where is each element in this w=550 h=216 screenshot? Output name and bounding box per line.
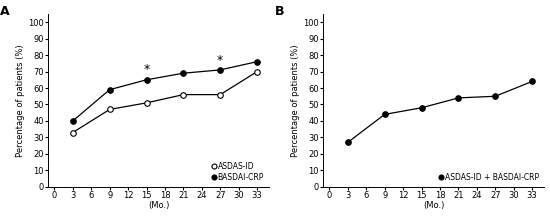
Text: B: B xyxy=(274,5,284,18)
BASDAI-CRP xyxy=(69,120,76,122)
Text: *: * xyxy=(144,64,150,76)
ASDAS-ID xyxy=(254,70,261,73)
ASDAS-ID + BASDAI-CRP xyxy=(529,80,536,83)
Y-axis label: Percentage of patients (%): Percentage of patients (%) xyxy=(16,44,25,157)
ASDAS-ID + BASDAI-CRP xyxy=(418,106,425,109)
ASDAS-ID xyxy=(106,108,113,111)
ASDAS-ID xyxy=(217,93,223,96)
BASDAI-CRP xyxy=(106,88,113,91)
ASDAS-ID xyxy=(143,102,150,104)
ASDAS-ID xyxy=(69,131,76,134)
Line: BASDAI-CRP: BASDAI-CRP xyxy=(70,59,260,124)
BASDAI-CRP xyxy=(254,60,261,63)
Legend: ASDAS-ID, BASDAI-CRP: ASDAS-ID, BASDAI-CRP xyxy=(210,160,266,183)
BASDAI-CRP xyxy=(217,69,223,71)
Line: ASDAS-ID + BASDAI-CRP: ASDAS-ID + BASDAI-CRP xyxy=(345,79,535,145)
ASDAS-ID + BASDAI-CRP xyxy=(492,95,498,98)
BASDAI-CRP xyxy=(143,78,150,81)
Line: ASDAS-ID: ASDAS-ID xyxy=(70,69,260,135)
Text: *: * xyxy=(217,54,223,67)
Text: A: A xyxy=(0,5,9,18)
BASDAI-CRP xyxy=(180,72,186,75)
X-axis label: (Mo.): (Mo.) xyxy=(148,202,169,210)
Y-axis label: Percentage of patients (%): Percentage of patients (%) xyxy=(292,44,300,157)
ASDAS-ID + BASDAI-CRP xyxy=(381,113,388,116)
Legend: ASDAS-ID + BASDAI-CRP: ASDAS-ID + BASDAI-CRP xyxy=(437,171,541,183)
X-axis label: (Mo.): (Mo.) xyxy=(423,202,444,210)
ASDAS-ID + BASDAI-CRP xyxy=(455,97,461,99)
ASDAS-ID xyxy=(180,93,186,96)
ASDAS-ID + BASDAI-CRP xyxy=(344,141,351,144)
